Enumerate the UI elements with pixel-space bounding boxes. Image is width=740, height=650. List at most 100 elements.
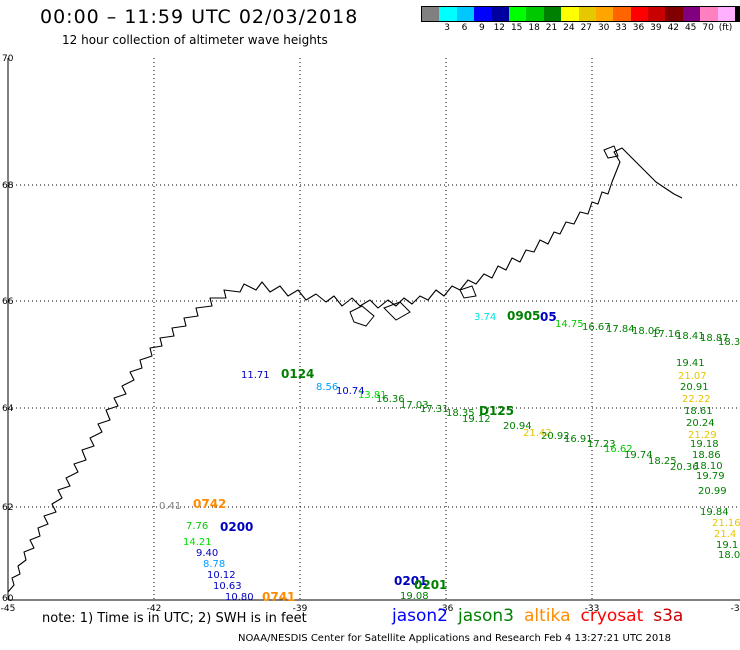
- wave-height-label: 18.35: [446, 408, 475, 419]
- colorbar-label: 39: [650, 23, 662, 33]
- wave-height-label: 19.08: [400, 591, 429, 602]
- lon-tick-label: -36: [439, 604, 454, 614]
- wave-height-label: 20.24: [686, 418, 715, 429]
- lon-tick-label: -45: [1, 604, 16, 614]
- colorbar-label: 70: [702, 23, 714, 33]
- pass-time-label: D125: [479, 404, 514, 418]
- colorbar-label: 3: [444, 23, 450, 33]
- wave-height-label: 19.79: [696, 471, 725, 482]
- wave-height-label: 18.86: [692, 450, 721, 461]
- wave-height-colorbar: [421, 6, 740, 22]
- colorbar-swatch: [474, 7, 492, 21]
- wave-height-label: 16.91: [564, 434, 593, 445]
- colorbar-swatch: [456, 7, 475, 21]
- pass-time-label: 0201: [394, 574, 427, 588]
- wave-height-label: 20.99: [698, 486, 727, 497]
- colorbar-label: 24: [563, 23, 575, 33]
- colorbar-swatch: [682, 7, 701, 21]
- wave-height-label: 19.74: [624, 450, 653, 461]
- lat-tick-label: 68: [2, 181, 14, 191]
- wave-height-label: 10.12: [207, 570, 236, 581]
- legend-entry: cryosat: [580, 606, 644, 626]
- wave-height-label: 19.18: [690, 439, 719, 450]
- pass-time-label: 0201: [414, 578, 447, 592]
- wave-height-label: 19.41: [676, 358, 705, 369]
- wave-height-label: 21.42: [523, 428, 552, 439]
- legend-entry: jason2: [392, 606, 448, 626]
- lat-tick-label: 70: [2, 54, 14, 64]
- wave-height-label: 17.03: [400, 400, 429, 411]
- colorbar-label: 6: [461, 23, 468, 33]
- greenland-coastline: [7, 145, 683, 593]
- wave-height-label: 19.84: [700, 507, 729, 518]
- wave-height-label: 18.25: [648, 456, 677, 467]
- wave-height-label: 18.41: [676, 331, 705, 342]
- lat-tick-label: 64: [2, 404, 14, 414]
- wave-height-label: 17.23: [587, 439, 616, 450]
- wave-height-label: 8.56: [316, 382, 338, 393]
- pass-time-label: 0905: [507, 309, 540, 323]
- wave-height-label: 18.06: [632, 326, 661, 337]
- map-subtitle: 12 hour collection of altimeter wave hei…: [62, 33, 328, 47]
- wave-height-label: 16.67: [582, 322, 611, 333]
- pass-time-label: 0741: [262, 590, 295, 604]
- lon-tick-label: -39: [293, 604, 308, 614]
- colorbar-swatch: [491, 7, 509, 21]
- pass-time-label: 0124: [281, 367, 314, 381]
- wave-height-label: 9.40: [196, 548, 218, 559]
- colorbar-labels: 3 6 9 12 15 18 21 24 27 30 33 36 39 42 45 70 (ft): [421, 23, 740, 37]
- colorbar-swatch: [422, 7, 440, 21]
- pass-time-label: 0742: [193, 497, 226, 511]
- map-title: 00:00 – 11:59 UTC 02/03/2018: [40, 6, 359, 28]
- colorbar-label: 30: [597, 23, 610, 33]
- colorbar-swatch: [648, 7, 666, 21]
- legend-entry: s3a: [653, 606, 684, 626]
- wave-height-label: 21.16: [712, 518, 740, 529]
- wave-height-label: 19.12: [462, 414, 491, 425]
- colorbar-label: 21: [545, 23, 558, 33]
- wave-height-label: 21.07: [678, 371, 707, 382]
- colorbar-swatch: [561, 7, 579, 21]
- wave-height-label: 20.92: [541, 431, 570, 442]
- wave-height-label: 21.29: [688, 430, 717, 441]
- wave-height-label: 17.31: [420, 404, 449, 415]
- colorbar-swatch: [613, 7, 631, 21]
- wave-height-label: 18.3: [718, 337, 740, 348]
- wave-height-label: 8.78: [203, 559, 225, 570]
- wave-height-label: 21.4: [714, 529, 736, 540]
- wave-height-label: 16.36: [376, 394, 405, 405]
- wave-height-label: 14.75: [555, 319, 584, 330]
- colorbar-swatch: [526, 7, 544, 21]
- pass-time-label: 05: [540, 310, 557, 324]
- wave-height-label: 18.10: [694, 461, 723, 472]
- wave-height-label: 0.41: [159, 501, 181, 512]
- colorbar-swatch: [439, 7, 457, 21]
- pass-time-label: 0200: [220, 520, 253, 534]
- wave-height-label: 17.16: [652, 329, 681, 340]
- wave-height-label: 18.0: [718, 550, 740, 561]
- colorbar-swatch: [630, 7, 649, 21]
- wave-height-label: 18.87: [700, 333, 729, 344]
- satellite-legend: jason2 jason3 altika cryosat s3a: [392, 606, 693, 626]
- colorbar-label: (ft): [718, 23, 733, 33]
- wave-height-label: 14.21: [183, 537, 212, 548]
- colorbar-label: 27: [580, 23, 593, 33]
- wave-height-label: 17.84: [606, 324, 635, 335]
- graticule: -45 -42 -39 -36 -33 -30 70 68 66 64 62 60: [1, 54, 740, 614]
- wave-height-label: 11.71: [241, 370, 270, 381]
- legend-entry: altika: [524, 606, 571, 626]
- colorbar-label: 9: [479, 23, 485, 33]
- wave-height-label: 19.1: [716, 540, 738, 551]
- wave-height-label: 10.80: [225, 592, 254, 603]
- lon-tick-label: -42: [147, 604, 162, 614]
- colorbar-label: 33: [615, 23, 627, 33]
- wave-height-label: 18.61: [684, 406, 713, 417]
- colorbar-label: 36: [632, 23, 645, 33]
- colorbar-swatch: [543, 7, 562, 21]
- colorbar-label: 15: [510, 23, 523, 33]
- wave-height-label: 20.36: [670, 462, 699, 473]
- colorbar-label: 45: [684, 23, 697, 33]
- wave-height-label: 20.91: [680, 382, 709, 393]
- colorbar-swatch: [595, 7, 614, 21]
- footer-note: note: 1) Time is in UTC; 2) SWH is in fe…: [42, 611, 307, 626]
